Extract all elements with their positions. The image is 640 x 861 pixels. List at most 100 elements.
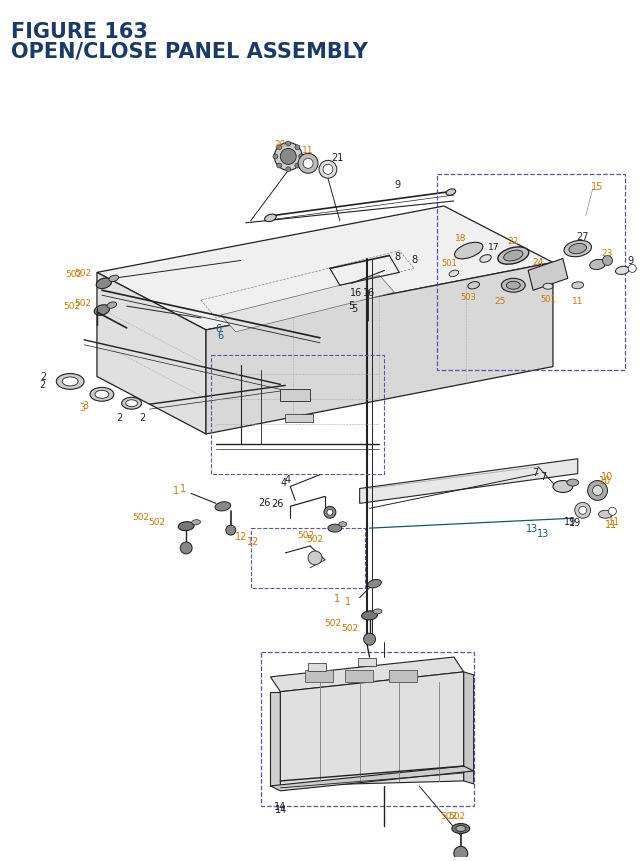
Text: 22: 22 — [508, 237, 519, 246]
Ellipse shape — [454, 243, 483, 259]
Ellipse shape — [567, 480, 579, 486]
Text: 2: 2 — [116, 412, 123, 423]
Text: 502: 502 — [63, 301, 81, 310]
Circle shape — [628, 265, 636, 273]
Circle shape — [588, 481, 607, 501]
Ellipse shape — [373, 610, 382, 614]
Text: 502: 502 — [148, 517, 165, 526]
Bar — [280, 390, 310, 402]
Ellipse shape — [362, 611, 378, 620]
Circle shape — [275, 143, 302, 171]
Text: 7: 7 — [532, 468, 538, 477]
Polygon shape — [280, 672, 464, 786]
Ellipse shape — [572, 282, 584, 289]
Circle shape — [226, 525, 236, 536]
Circle shape — [579, 507, 587, 515]
Text: 8: 8 — [411, 254, 417, 264]
Bar — [437, 175, 625, 370]
Circle shape — [308, 551, 322, 565]
Text: 4: 4 — [284, 474, 291, 484]
Text: 501: 501 — [540, 294, 556, 303]
Text: 3: 3 — [79, 403, 85, 412]
Text: 8: 8 — [394, 251, 401, 261]
Ellipse shape — [215, 502, 230, 511]
Polygon shape — [528, 259, 568, 291]
Text: 27: 27 — [577, 232, 589, 241]
Text: 2: 2 — [40, 372, 47, 382]
Ellipse shape — [501, 279, 525, 293]
Polygon shape — [271, 766, 474, 791]
Text: 23: 23 — [602, 249, 613, 257]
Ellipse shape — [368, 579, 381, 588]
Polygon shape — [271, 657, 464, 692]
Text: 3: 3 — [82, 400, 88, 411]
Text: 502: 502 — [132, 512, 150, 521]
Text: 10: 10 — [602, 471, 614, 481]
Polygon shape — [271, 692, 280, 786]
Ellipse shape — [504, 251, 523, 262]
Text: 25: 25 — [495, 296, 506, 306]
Text: 6: 6 — [218, 331, 224, 340]
Circle shape — [273, 155, 278, 159]
Text: 502: 502 — [65, 269, 83, 279]
Bar — [211, 356, 385, 474]
Text: 1: 1 — [345, 596, 351, 606]
Ellipse shape — [265, 215, 276, 222]
Text: 1: 1 — [333, 593, 340, 603]
Ellipse shape — [498, 248, 529, 265]
Circle shape — [295, 146, 300, 151]
Text: 14: 14 — [275, 804, 287, 814]
Ellipse shape — [109, 276, 118, 282]
Circle shape — [602, 257, 612, 266]
Text: 502: 502 — [74, 298, 92, 307]
Text: 16: 16 — [364, 288, 376, 298]
Text: 15: 15 — [591, 182, 604, 192]
Text: 502: 502 — [298, 530, 315, 539]
Circle shape — [609, 508, 616, 516]
Ellipse shape — [56, 374, 84, 390]
Bar — [389, 670, 417, 682]
Polygon shape — [206, 263, 553, 435]
Text: 26: 26 — [258, 498, 271, 508]
Text: 501: 501 — [441, 258, 457, 268]
Text: 24: 24 — [532, 257, 544, 267]
Bar — [358, 659, 376, 666]
Circle shape — [303, 159, 313, 169]
Text: 503: 503 — [461, 293, 477, 301]
Text: 1: 1 — [173, 486, 179, 496]
Polygon shape — [360, 459, 578, 504]
Text: 12: 12 — [248, 536, 260, 547]
Circle shape — [286, 142, 291, 147]
Text: 14: 14 — [274, 801, 287, 811]
Text: 16: 16 — [350, 288, 363, 298]
Ellipse shape — [449, 271, 459, 277]
Ellipse shape — [506, 282, 520, 290]
Circle shape — [276, 146, 282, 151]
Circle shape — [327, 510, 333, 516]
Text: 17: 17 — [488, 243, 499, 251]
Ellipse shape — [94, 306, 109, 316]
Text: 502: 502 — [324, 618, 342, 627]
Ellipse shape — [446, 189, 456, 196]
Text: 2: 2 — [39, 380, 45, 390]
Text: 18: 18 — [455, 234, 467, 243]
Text: 4: 4 — [280, 477, 286, 487]
Ellipse shape — [569, 245, 587, 254]
Bar — [308, 663, 326, 671]
Text: 13: 13 — [526, 523, 538, 534]
Ellipse shape — [468, 282, 479, 289]
Polygon shape — [97, 207, 553, 331]
Text: OPEN/CLOSE PANEL ASSEMBLY: OPEN/CLOSE PANEL ASSEMBLY — [11, 41, 367, 61]
Ellipse shape — [328, 524, 342, 532]
Text: 9: 9 — [627, 257, 634, 266]
Ellipse shape — [107, 302, 116, 309]
Text: 11: 11 — [608, 517, 621, 527]
Text: 11: 11 — [605, 519, 618, 530]
Bar — [305, 670, 333, 682]
Polygon shape — [97, 273, 206, 435]
Circle shape — [295, 164, 300, 169]
Circle shape — [364, 634, 376, 646]
Ellipse shape — [564, 241, 591, 257]
Text: 19: 19 — [569, 517, 581, 528]
Text: 5: 5 — [351, 304, 358, 313]
